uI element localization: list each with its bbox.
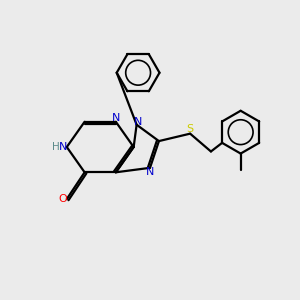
Text: N: N bbox=[112, 113, 120, 123]
Text: S: S bbox=[187, 124, 194, 134]
Text: N: N bbox=[59, 142, 68, 152]
Text: N: N bbox=[146, 167, 154, 177]
Text: O: O bbox=[59, 194, 68, 204]
Text: N: N bbox=[134, 117, 142, 127]
Text: H: H bbox=[52, 142, 59, 152]
